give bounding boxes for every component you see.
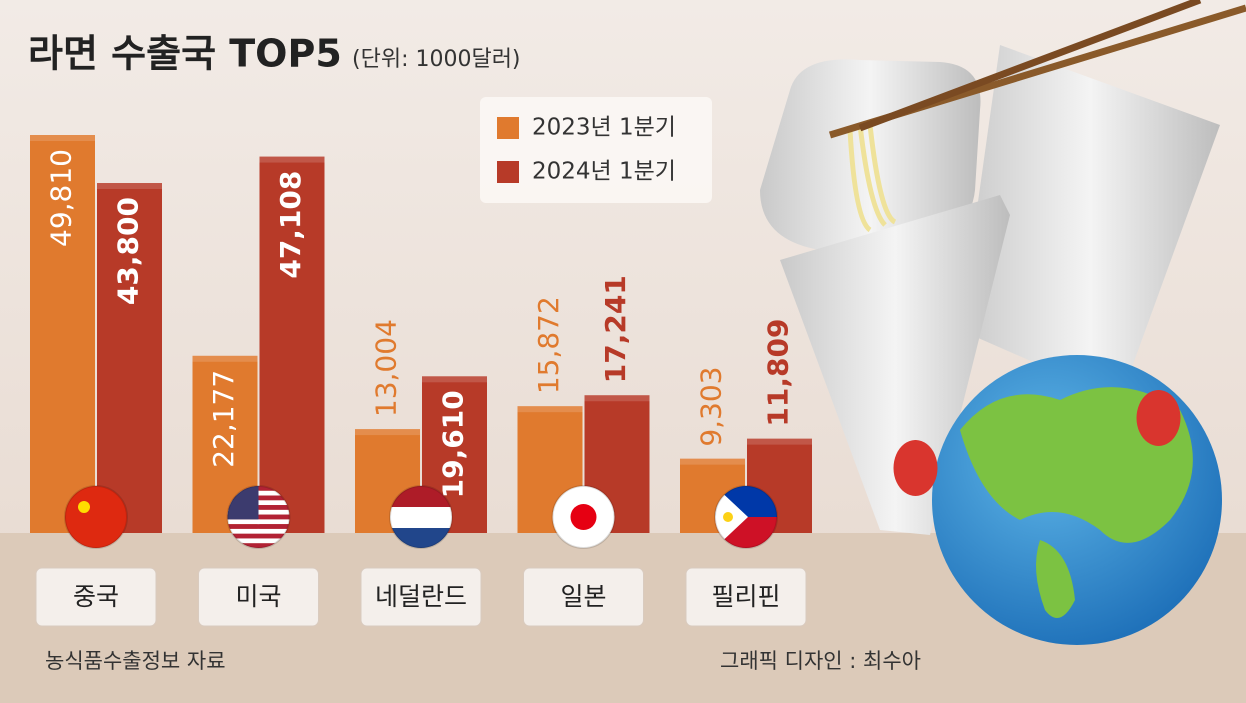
- bar: [259, 156, 325, 533]
- flag-star: [78, 501, 90, 513]
- continent: [960, 387, 1193, 543]
- value-label: 15,872: [532, 296, 565, 394]
- x-tick-label: 미국: [235, 582, 281, 611]
- category-box: [360, 567, 482, 627]
- flag: [552, 486, 615, 548]
- flag: [715, 486, 777, 548]
- category-box: [523, 567, 644, 627]
- flag-part: [227, 543, 290, 548]
- value-label: 19,610: [437, 390, 470, 498]
- chart-subtitle: (단위: 1000달러): [352, 47, 521, 72]
- value-label: 11,809: [762, 319, 795, 427]
- bar-top: [584, 395, 650, 402]
- flag-part: [227, 538, 290, 544]
- bar-top: [259, 156, 325, 163]
- legend-label: 2023년 1분기: [532, 115, 676, 141]
- legend-box: [480, 97, 712, 203]
- continent: [1036, 540, 1075, 618]
- credit: 그래픽 디자인 : 최수아: [720, 649, 921, 673]
- value-label: 22,177: [207, 370, 240, 468]
- value-label: 9,303: [695, 366, 728, 446]
- value-label: 13,004: [370, 319, 403, 417]
- category-box: [35, 567, 157, 627]
- value-label: 47,108: [274, 171, 307, 279]
- chart-title: 라면 수출국 TOP5: [28, 32, 342, 76]
- legend-swatch: [497, 161, 519, 183]
- bar-top: [30, 135, 95, 141]
- flag-part: [390, 528, 452, 548]
- flag-rim: [389, 485, 453, 549]
- flag-rim: [64, 485, 128, 549]
- value-label: 17,241: [599, 275, 632, 383]
- pin: [893, 440, 938, 496]
- category-box: [198, 567, 319, 627]
- x-tick-label: 일본: [560, 582, 606, 611]
- bar-top: [517, 406, 583, 413]
- flag: [227, 486, 290, 548]
- flag: [65, 486, 127, 548]
- source: 농식품수출정보 자료: [45, 649, 226, 673]
- bar: [30, 135, 95, 533]
- flag-part: [227, 533, 290, 539]
- flag-part: [65, 486, 127, 548]
- flag-part: [390, 507, 452, 528]
- flag-part: [390, 486, 452, 508]
- legend-swatch: [497, 117, 519, 139]
- chopstick: [858, 0, 1202, 132]
- bar-top: [97, 183, 162, 190]
- bar-top: [422, 376, 487, 383]
- bar-top: [680, 458, 745, 465]
- flag-part: [227, 528, 290, 534]
- flag-rim: [714, 485, 778, 549]
- flag-rim: [551, 485, 616, 549]
- flag-part: [227, 524, 290, 529]
- legend-label: 2024년 1분기: [532, 159, 676, 185]
- value-label: 43,800: [112, 197, 145, 305]
- flag: [390, 486, 452, 548]
- flag-rim: [226, 485, 291, 549]
- flag-sun: [570, 504, 597, 530]
- x-tick-label: 중국: [73, 582, 119, 611]
- cup: [960, 45, 1220, 400]
- cup: [780, 195, 1010, 535]
- pin: [1136, 390, 1181, 446]
- flag-part: [227, 519, 290, 525]
- bar-top: [747, 438, 812, 445]
- bar-top: [355, 429, 420, 436]
- flag-sun: [723, 512, 733, 522]
- x-tick-label: 필리핀: [711, 582, 780, 611]
- bar: [97, 183, 162, 533]
- category-box: [685, 567, 807, 627]
- x-tick-label: 네덜란드: [375, 582, 467, 611]
- decor: [760, 0, 1246, 645]
- noodles: [847, 124, 897, 233]
- bar-top: [192, 355, 258, 362]
- value-label: 49,810: [45, 149, 78, 247]
